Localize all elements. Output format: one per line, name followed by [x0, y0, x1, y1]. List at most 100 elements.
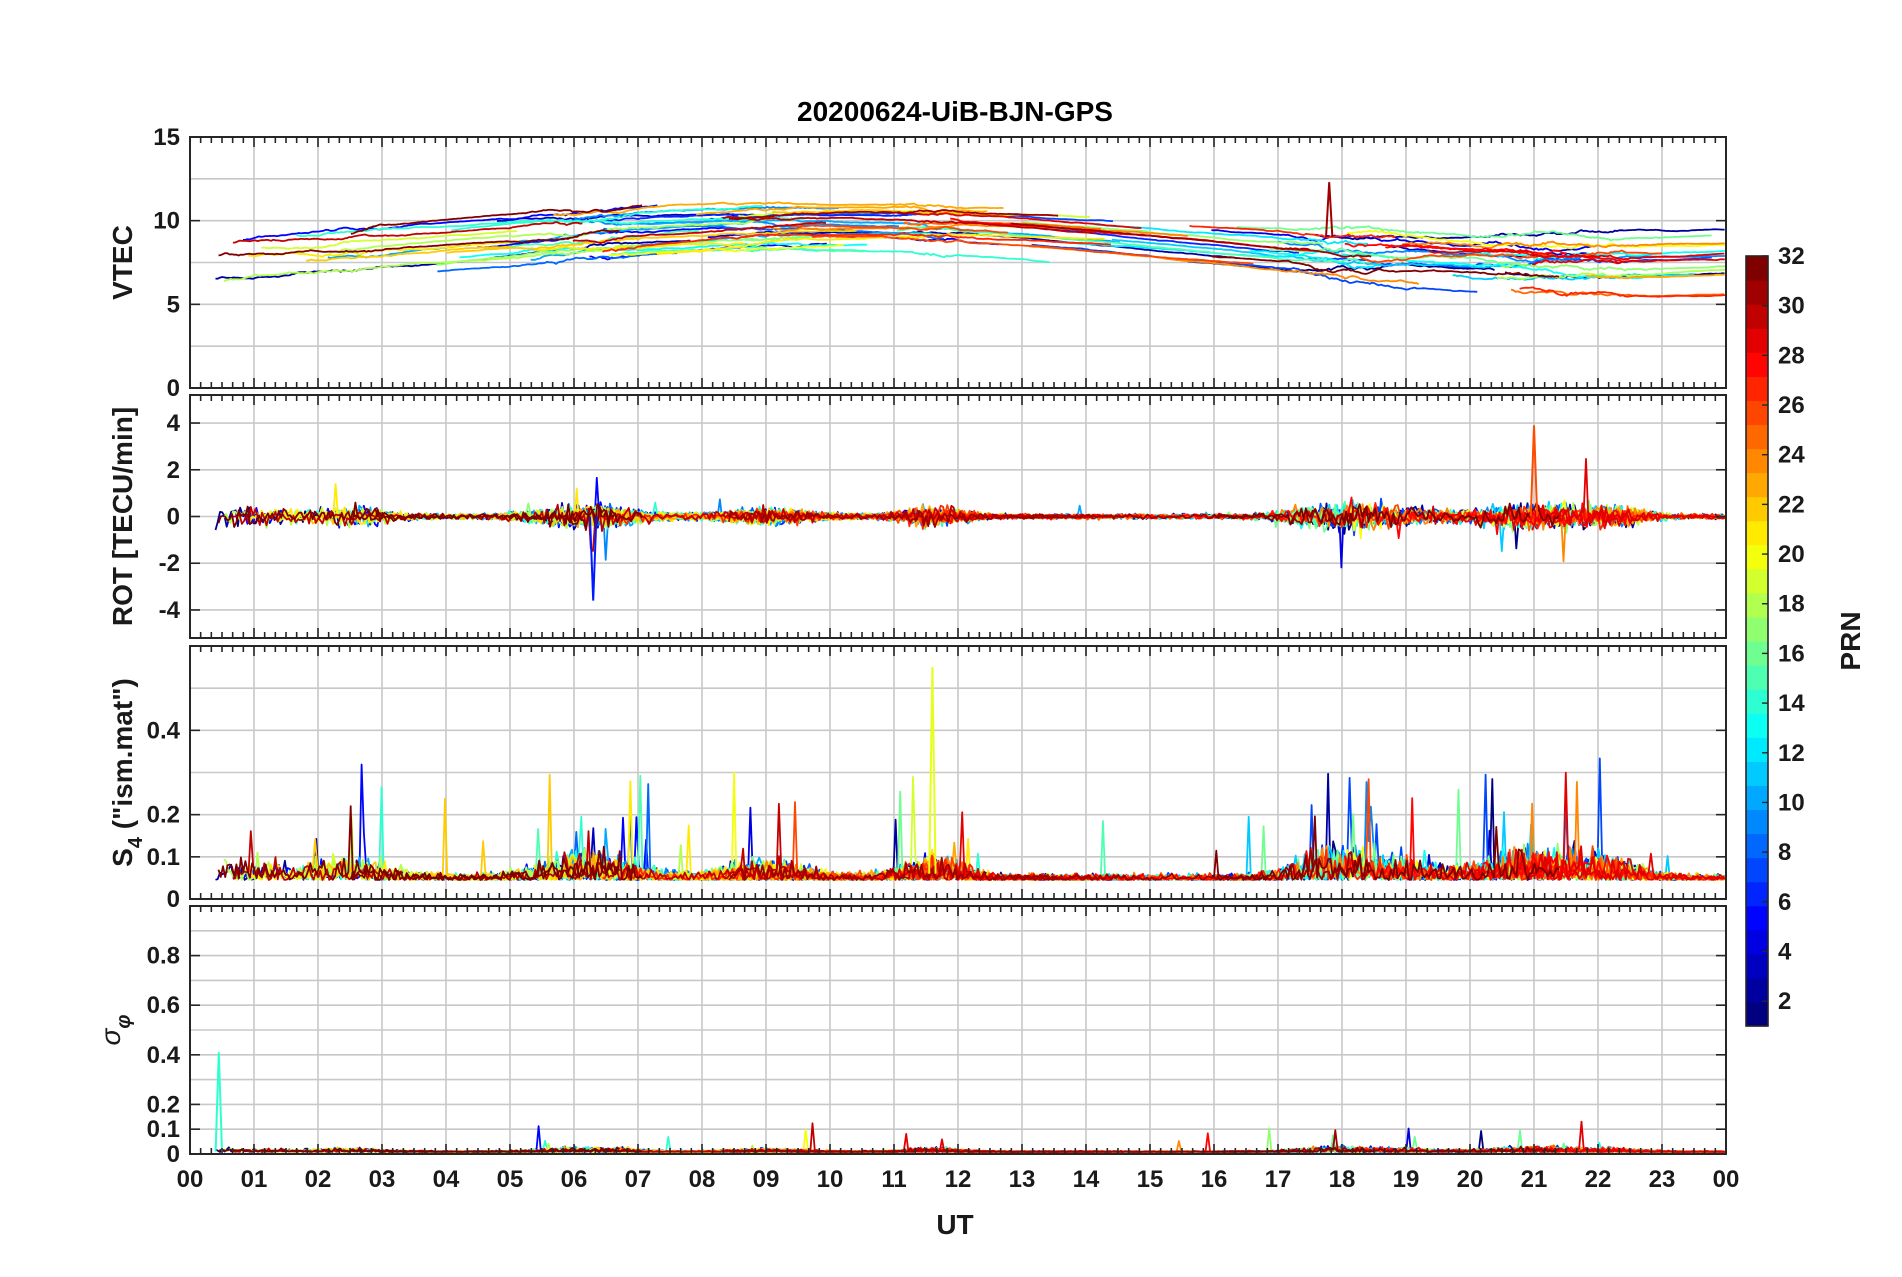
- colorbar-frame: [1745, 255, 1769, 1027]
- prn-30-line: [722, 215, 1095, 235]
- prn-19-line: [261, 230, 517, 250]
- y-axis-label-vtec: VTEC: [107, 225, 138, 300]
- prn-26-line: [1358, 249, 1663, 264]
- x-tick-label: 02: [305, 1166, 332, 1193]
- x-tick-label: 09: [753, 1166, 780, 1193]
- colorbar-tick-label: 24: [1778, 442, 1805, 469]
- y-label-suffix: ("ism.mat"): [107, 678, 138, 837]
- y-tick-label: 0: [167, 504, 180, 531]
- prn-21-line: [533, 242, 745, 252]
- prn-27-line: [1519, 286, 1726, 298]
- prn-16-line: [1269, 247, 1528, 268]
- colorbar-segment: [1746, 833, 1768, 859]
- x-tick-labels: 00 01 02 03 04 05 06 07 08 09 10 11 12 13 14 15 16 17 18 19…: [177, 1166, 1740, 1193]
- prn-32-line: [1211, 501, 1560, 529]
- colorbar-segment: [1746, 881, 1768, 907]
- colorbar-tick-label: 14: [1778, 690, 1805, 717]
- y-tick-label: 0: [167, 1141, 180, 1168]
- prn-18-line: [328, 217, 773, 255]
- prn-31-line: [1010, 846, 1373, 881]
- prn-32-line: [350, 204, 643, 235]
- x-tick-label: 08: [689, 1166, 716, 1193]
- colorbar-segment: [1746, 472, 1768, 498]
- panel-rot: -4 -2 0 2 4 ROT [TECU/min]: [107, 394, 1727, 639]
- y-label-main: S: [107, 848, 138, 867]
- x-tick-label: 16: [1201, 1166, 1228, 1193]
- panel-sigma_phi: 00.10.2 0.4 0.6 0.8 σφ: [95, 905, 1727, 1168]
- prn-30-line: [572, 1122, 826, 1153]
- colorbar-segment: [1746, 496, 1768, 522]
- x-tick-label: 01: [241, 1166, 268, 1193]
- prn-7-line: [1031, 243, 1478, 293]
- prn-23-line: [553, 201, 1004, 217]
- colorbar-segment: [1746, 665, 1768, 690]
- colorbar-tick-label: 30: [1778, 293, 1805, 320]
- prn-18-line: [1497, 268, 1726, 280]
- y-tick-label: 0: [167, 886, 180, 913]
- colorbar-segment: [1746, 713, 1768, 738]
- prn-29-line: [1428, 504, 1725, 531]
- x-axis-label: UT: [936, 1209, 973, 1240]
- y-tick-label: -2: [159, 550, 180, 577]
- prn-32-line: [218, 229, 620, 257]
- series-sigma_phi: [215, 1120, 1726, 1153]
- spike-max_spike: [1529, 425, 1539, 517]
- series-s4: [215, 757, 1726, 881]
- prn-32-line: [1211, 255, 1560, 278]
- ticks-s4: [189, 646, 1727, 900]
- y-axis-label-s4: S4 ("ism.mat"): [107, 678, 147, 867]
- colorbar-segment: [1746, 280, 1768, 305]
- prn-29-line: [1532, 258, 1725, 266]
- x-tick-label: 06: [561, 1166, 588, 1193]
- panel-s4: 00.10.20.4S4 ("ism.mat"): [107, 645, 1727, 913]
- colorbar-label: PRN: [1835, 611, 1866, 670]
- prn-32-line: [1211, 815, 1560, 881]
- colorbar-tick-label: 2: [1778, 988, 1791, 1015]
- prn-22-line: [306, 245, 511, 262]
- prn-29-line: [881, 211, 1142, 229]
- prn-22-line: [446, 229, 857, 254]
- x-tick-label: 14: [1073, 1166, 1100, 1193]
- prn-21-line: [656, 233, 1105, 256]
- colorbar-segment: [1746, 424, 1768, 450]
- y-tick-label: 5: [167, 291, 180, 318]
- colorbar-segment: [1746, 785, 1768, 811]
- colorbar-segment: [1746, 568, 1768, 594]
- colorbar-segment: [1746, 520, 1768, 546]
- ticks-sigma_phi: [189, 906, 1727, 1155]
- prn-32-line: [217, 805, 621, 881]
- colorbar-tick-label: 20: [1778, 541, 1805, 568]
- prn-25-line: [903, 221, 1102, 230]
- prn-27-line: [602, 232, 1112, 253]
- prn-13-line: [1458, 249, 1725, 261]
- y-label-main: σ: [95, 1027, 126, 1045]
- colorbar-tick-label: 28: [1778, 342, 1805, 369]
- prn-30-line: [572, 507, 827, 552]
- colorbar-segment: [1746, 977, 1768, 1003]
- y-tick-label: 15: [153, 124, 180, 151]
- colorbar-segment: [1746, 616, 1768, 642]
- prn-16-line: [1236, 225, 1712, 242]
- y-tick-label: 0.1: [147, 1116, 180, 1143]
- prn-13-line: [459, 242, 868, 259]
- spike-max_peak: [928, 667, 937, 874]
- panel-vtec: 0 5 10 15 VTEC: [107, 124, 1727, 402]
- colorbar-tick-label: 22: [1778, 491, 1805, 518]
- x-tick-label: 11: [881, 1166, 906, 1193]
- y-axis-label-sigma_phi: σφ: [95, 1015, 135, 1046]
- grid-s4: [190, 646, 1726, 899]
- colorbar-segment: [1746, 1001, 1768, 1027]
- colorbar-segment: [1746, 689, 1768, 714]
- grid-vtec: [190, 137, 1726, 388]
- colorbar-tick-label: 4: [1778, 938, 1792, 965]
- prn-31-line: [728, 508, 1059, 528]
- y-tick-label: 10: [153, 208, 180, 235]
- spikes-sigma_phi: [214, 1052, 223, 1152]
- x-tick-label: 15: [1137, 1166, 1164, 1193]
- y-label-sub: 4: [125, 836, 147, 848]
- x-tick-label: 00: [1713, 1166, 1740, 1193]
- prn-29-line: [1531, 771, 1726, 881]
- prn-18-line: [223, 243, 641, 283]
